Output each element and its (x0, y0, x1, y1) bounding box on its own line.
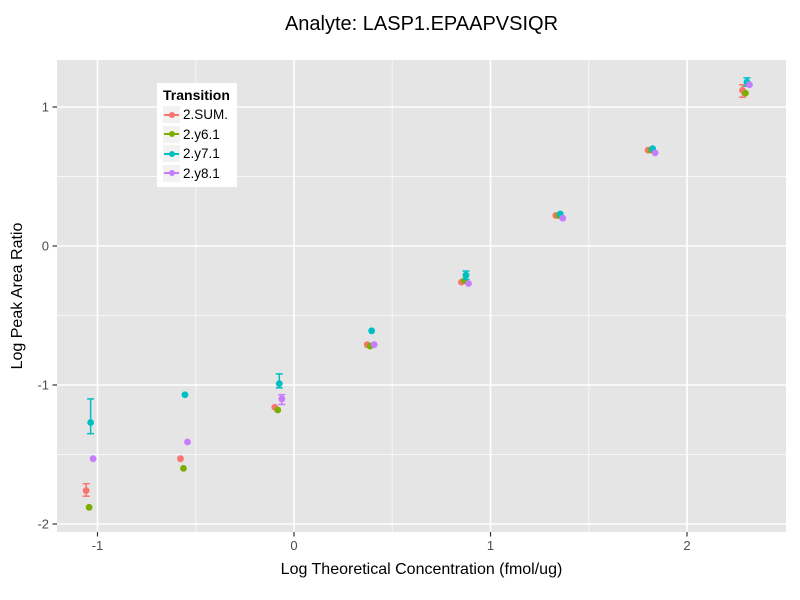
data-point (180, 465, 187, 472)
y-axis-title: Log Peak Area Ratio (9, 222, 26, 370)
data-point (651, 149, 659, 157)
data-point (465, 280, 472, 287)
legend: Transition 2.SUM. 2.y6.1 2.y7.1 2.y8.1 (157, 83, 237, 187)
data-point (184, 438, 191, 446)
data-point (89, 455, 97, 463)
legend-key-icon (163, 106, 180, 124)
data-point (181, 391, 189, 399)
data-point (742, 89, 749, 97)
data-point (368, 327, 376, 335)
legend-item-label: 2.y7.1 (183, 146, 220, 162)
data-point (370, 341, 378, 349)
legend-rows: 2.SUM. 2.y6.1 2.y7.1 2.y8.1 (163, 105, 230, 183)
x-tick-label: 2 (683, 538, 690, 553)
legend-key-icon (163, 145, 180, 163)
y-tick-label: -1 (37, 378, 49, 393)
data-point (82, 487, 90, 495)
data-point (177, 455, 184, 463)
x-tick-label: -1 (92, 538, 104, 553)
data-point (85, 503, 93, 511)
data-point (462, 271, 470, 279)
legend-title: Transition (163, 87, 230, 103)
y-tick-label: 0 (42, 239, 49, 254)
data-point (278, 395, 286, 403)
x-tick-label: 0 (290, 538, 297, 553)
x-tick-label: 1 (487, 538, 494, 553)
legend-item-0: 2.SUM. (163, 105, 230, 125)
data-point (746, 81, 753, 89)
legend-key-icon (163, 164, 180, 182)
legend-item-label: 2.y8.1 (183, 165, 220, 181)
y-tick-label: 1 (42, 100, 49, 115)
legend-item-label: 2.y6.1 (183, 126, 220, 142)
data-point (275, 380, 283, 388)
legend-item-2: 2.y7.1 (163, 144, 230, 164)
data-point (274, 406, 282, 414)
legend-item-3: 2.y8.1 (163, 164, 230, 184)
data-point (87, 419, 95, 426)
legend-key-icon (163, 125, 180, 143)
legend-item-1: 2.y6.1 (163, 125, 230, 145)
chart-title: Analyte: LASP1.EPAAPVSIQR (284, 13, 559, 35)
y-tick-label: -2 (37, 517, 49, 532)
data-point (559, 214, 567, 222)
legend-item-label: 2.SUM. (183, 107, 229, 123)
x-axis-title: Log Theoretical Concentration (fmol/ug) (280, 561, 563, 578)
